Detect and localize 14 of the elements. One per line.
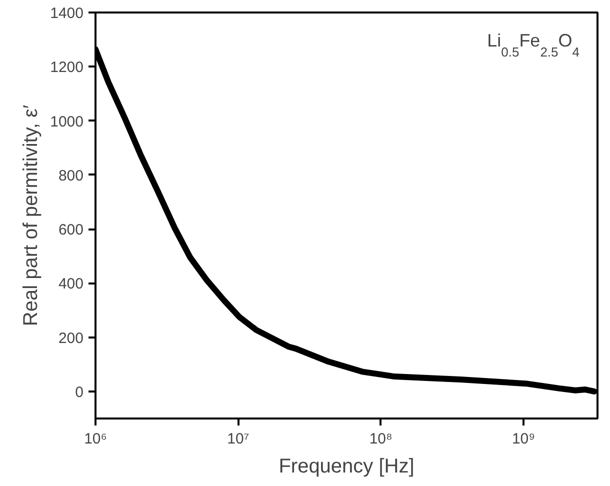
y-tick-label: 1000 (50, 113, 84, 130)
y-tick-label: 1400 (50, 5, 84, 22)
y-tick-label: 0 (75, 384, 84, 401)
y-tick-label: 400 (58, 276, 84, 293)
y-axis-title: Real part of permitivity, ε′ (20, 104, 42, 326)
y-tick-label: 600 (58, 222, 84, 239)
y-tick-label: 800 (58, 167, 84, 184)
y-tick-label: 200 (58, 330, 84, 347)
y-tick-label: 1200 (50, 59, 84, 76)
x-tick-label: 10⁷ (227, 430, 250, 448)
x-axis-title: Frequency [Hz] (278, 456, 414, 478)
x-tick-label: 10⁶ (84, 430, 107, 448)
x-tick-label: 10⁹ (512, 430, 536, 448)
x-tick-label: 10⁸ (369, 430, 392, 448)
